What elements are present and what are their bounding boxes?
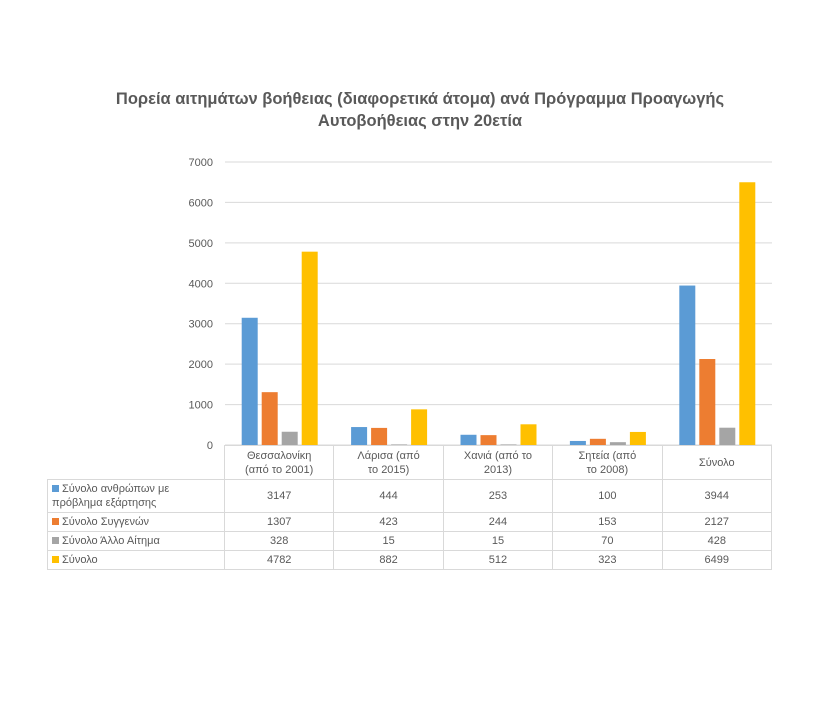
bar — [520, 424, 537, 445]
legend-key — [52, 485, 59, 492]
data-label: 428 — [661, 531, 772, 551]
bar — [281, 431, 298, 445]
data-label: 100 — [552, 479, 663, 513]
data-label: 1307 — [223, 512, 335, 532]
bar — [391, 444, 408, 445]
data-label: 882 — [333, 550, 444, 570]
data-label: 253 — [442, 479, 554, 513]
data-label: 6499 — [661, 550, 772, 570]
category-label: Χανιά (από το 2013) — [442, 445, 554, 480]
bar — [719, 427, 736, 445]
table-corner — [47, 445, 225, 480]
data-label: 323 — [552, 550, 663, 570]
data-label: 4782 — [223, 550, 335, 570]
y-tick-label: 1000 — [189, 400, 213, 412]
y-tick-label: 2000 — [189, 359, 213, 371]
table-row: Σύνολο 4782 882 512 323 6499 — [47, 550, 772, 570]
y-tick-label: 7000 — [189, 157, 213, 169]
y-tick-label: 5000 — [189, 238, 213, 250]
data-label: 3944 — [661, 479, 772, 513]
bar — [351, 427, 368, 445]
bar — [609, 442, 626, 445]
legend-key — [52, 537, 59, 544]
y-tick-label: 4000 — [189, 278, 213, 290]
y-tick-label: 6000 — [189, 197, 213, 209]
bar — [500, 444, 517, 445]
data-label: 70 — [552, 531, 663, 551]
data-label: 423 — [333, 512, 444, 532]
bar — [460, 434, 477, 445]
table-header-row: Θεσσαλονίκη (από το 2001) Λάρισα (από το … — [47, 445, 772, 480]
series-name: Σύνολο Άλλο Αίτημα — [62, 535, 160, 547]
category-label: Θεσσαλονίκη (από το 2001) — [223, 445, 335, 480]
table-row: Σύνολο Άλλο Αίτημα 328 15 15 70 428 — [47, 531, 772, 551]
chart-title: Πορεία αιτημάτων βοήθειας (διαφορετικά ά… — [115, 90, 725, 130]
bar — [241, 317, 258, 445]
bar — [679, 285, 696, 445]
category-label: Σητεία (από το 2008) — [552, 445, 663, 480]
data-label: 15 — [333, 531, 444, 551]
data-label: 3147 — [223, 479, 335, 513]
series-name: Σύνολο Συγγενών — [62, 516, 150, 528]
bar — [411, 409, 428, 445]
bar — [261, 392, 278, 445]
series-name: Σύνολο ανθρώπων με πρόβλημα εξάρτησης — [52, 483, 170, 509]
legend-key — [52, 518, 59, 525]
series-row-header: Σύνολο Άλλο Αίτημα — [47, 531, 225, 551]
bar — [739, 182, 756, 446]
series-name: Σύνολο — [62, 554, 98, 566]
bar — [480, 435, 497, 445]
bar — [589, 438, 606, 445]
table-row: Σύνολο ανθρώπων με πρόβλημα εξάρτησης 314… — [47, 479, 772, 513]
data-label: 2127 — [661, 512, 772, 532]
data-label: 328 — [223, 531, 335, 551]
series-row-header: Σύνολο ανθρώπων με πρόβλημα εξάρτησης — [47, 479, 225, 513]
category-label: Λάρισα (από το 2015) — [333, 445, 444, 480]
data-label: 15 — [442, 531, 554, 551]
data-label: 153 — [552, 512, 663, 532]
data-label: 244 — [442, 512, 554, 532]
bar — [301, 251, 318, 445]
bar — [569, 440, 586, 445]
bar — [699, 359, 716, 445]
table-row: Σύνολο Συγγενών 1307 423 244 153 2127 — [47, 512, 772, 532]
series-row-header: Σύνολο — [47, 550, 225, 570]
data-label: 512 — [442, 550, 554, 570]
series-row-header: Σύνολο Συγγενών — [47, 512, 225, 532]
bar — [371, 427, 388, 445]
data-table: Θεσσαλονίκη (από το 2001) Λάρισα (από το … — [47, 445, 772, 570]
bar — [629, 431, 646, 445]
bars — [241, 182, 756, 446]
y-tick-label: 3000 — [189, 319, 213, 331]
category-label: Σύνολο — [661, 445, 772, 480]
data-label: 444 — [333, 479, 444, 513]
legend-key — [52, 556, 59, 563]
